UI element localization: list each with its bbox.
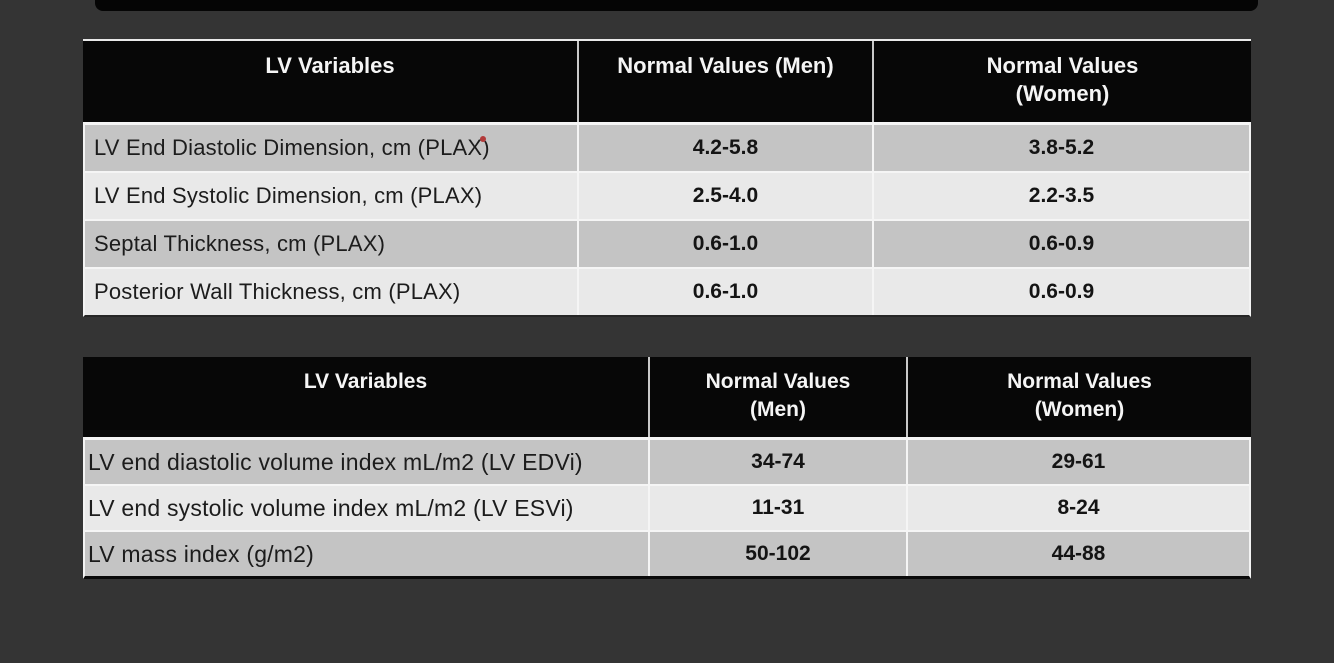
men-value-cell: 0.6-1.0 [577, 221, 872, 267]
header-label-line2: (Women) [1034, 398, 1125, 421]
men-value: 50-102 [745, 542, 811, 565]
variable-cell: LV End Diastolic Dimension, cm (PLAX) [85, 125, 577, 171]
header-label: LV Variables [265, 53, 395, 78]
red-dot-marker [479, 136, 486, 142]
table2-header-row: LV Variables Normal Values (Men) Normal … [83, 357, 1251, 437]
table2-header-women: Normal Values (Women) [906, 357, 1251, 437]
table1-header-men: Normal Values (Men) [577, 41, 872, 122]
header-label: LV Variables [303, 370, 428, 393]
header-label-line2: (Men) [750, 398, 806, 421]
lv-linear-dimensions-table: LV Variables Normal Values (Men) Normal … [83, 39, 1251, 317]
table-row: Septal Thickness, cm (PLAX) 0.6-1.0 0.6-… [85, 219, 1249, 267]
women-value-cell: 44-88 [906, 532, 1249, 576]
table-row: LV End Diastolic Dimension, cm (PLAX) 4.… [85, 122, 1249, 171]
men-value: 11-31 [751, 496, 805, 519]
header-label-line2: (Women) [1015, 81, 1110, 106]
table2-header-men: Normal Values (Men) [648, 357, 906, 437]
header-label-line1: Normal Values [986, 53, 1139, 78]
variable-label: LV end systolic volume index mL/m2 (LV E… [88, 494, 574, 521]
table-row: LV end diastolic volume index mL/m2 (LV … [85, 437, 1249, 484]
men-value: 0.6-1.0 [692, 280, 759, 303]
table1-header-variables: LV Variables [83, 41, 577, 122]
variable-cell: LV end diastolic volume index mL/m2 (LV … [85, 440, 648, 484]
table-row: LV End Systolic Dimension, cm (PLAX) 2.5… [85, 171, 1249, 219]
table-row: LV mass index (g/m2) 50-102 44-88 [85, 530, 1249, 576]
variable-cell: Septal Thickness, cm (PLAX) [85, 221, 577, 267]
header-label-line1: Normal Values [705, 370, 851, 393]
women-value: 0.6-0.9 [1028, 232, 1095, 255]
women-value-cell: 8-24 [906, 486, 1249, 530]
variable-label: LV End Diastolic Dimension, cm (PLAX) [94, 135, 490, 160]
men-value-cell: 50-102 [648, 532, 906, 576]
header-label-line1: Normal Values [1007, 370, 1152, 393]
variable-label: Posterior Wall Thickness, cm (PLAX) [94, 279, 461, 304]
table1-header-row: LV Variables Normal Values (Men) Normal … [83, 39, 1251, 122]
women-value: 3.8-5.2 [1028, 136, 1095, 159]
table2-body: LV end diastolic volume index mL/m2 (LV … [83, 437, 1251, 579]
men-value-cell: 4.2-5.8 [577, 125, 872, 171]
men-value-cell: 0.6-1.0 [577, 269, 872, 315]
variable-cell: LV mass index (g/m2) [85, 532, 648, 576]
women-value-cell: 2.2-3.5 [872, 173, 1249, 219]
men-value-cell: 2.5-4.0 [577, 173, 872, 219]
women-value: 29-61 [1051, 450, 1106, 473]
women-value-cell: 29-61 [906, 440, 1249, 484]
variable-label: Septal Thickness, cm (PLAX) [94, 231, 386, 256]
women-value: 0.6-0.9 [1028, 280, 1095, 303]
men-value-cell: 11-31 [648, 486, 906, 530]
table-row: Posterior Wall Thickness, cm (PLAX) 0.6-… [85, 267, 1249, 315]
variable-cell: LV End Systolic Dimension, cm (PLAX) [85, 173, 577, 219]
men-value: 2.5-4.0 [692, 184, 759, 207]
women-value-cell: 0.6-0.9 [872, 269, 1249, 315]
top-video-bar [95, 0, 1258, 11]
variable-cell: LV end systolic volume index mL/m2 (LV E… [85, 486, 648, 530]
table1-header-women: Normal Values (Women) [872, 41, 1251, 122]
women-value: 2.2-3.5 [1028, 184, 1095, 207]
variable-cell: Posterior Wall Thickness, cm (PLAX) [85, 269, 577, 315]
variable-label: LV End Systolic Dimension, cm (PLAX) [94, 183, 483, 208]
table2-header-variables: LV Variables [83, 357, 648, 437]
men-value-cell: 34-74 [648, 440, 906, 484]
header-label: Normal Values (Men) [617, 53, 834, 78]
women-value-cell: 0.6-0.9 [872, 221, 1249, 267]
women-value: 8-24 [1057, 496, 1100, 519]
men-value: 4.2-5.8 [692, 136, 759, 159]
variable-label: LV end diastolic volume index mL/m2 (LV … [88, 448, 583, 475]
table1-body: LV End Diastolic Dimension, cm (PLAX) 4.… [83, 122, 1251, 317]
men-value: 0.6-1.0 [692, 232, 759, 255]
women-value: 44-88 [1051, 542, 1106, 565]
variable-label: LV mass index (g/m2) [88, 540, 314, 567]
lv-volume-index-table: LV Variables Normal Values (Men) Normal … [83, 357, 1251, 579]
women-value-cell: 3.8-5.2 [872, 125, 1249, 171]
men-value: 34-74 [751, 450, 805, 473]
table-row: LV end systolic volume index mL/m2 (LV E… [85, 484, 1249, 530]
